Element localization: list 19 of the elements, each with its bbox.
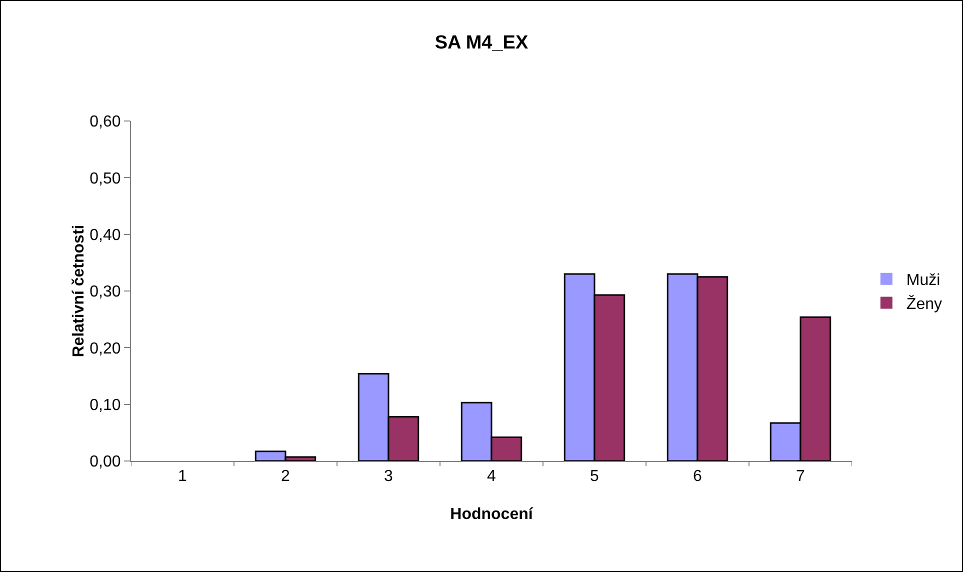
x-tick-label: 7	[796, 468, 806, 486]
x-tick-label: 3	[384, 468, 394, 486]
y-axis-title: Relativní četnosti	[70, 224, 88, 358]
legend-label: Muži	[906, 272, 940, 290]
y-tick-label: 0,00	[90, 454, 121, 471]
y-tick-label: 0,20	[90, 340, 121, 358]
legend-label: Ženy	[906, 294, 942, 313]
y-tick-label: 0,10	[90, 396, 121, 414]
y-tick-label: 0,40	[90, 226, 121, 244]
y-tick-label: 0,60	[90, 114, 121, 131]
x-tick-label: 1	[178, 468, 188, 486]
x-axis-title: Hodnocení	[450, 506, 534, 523]
chart-title: SA M4_EX	[434, 32, 528, 54]
x-tick-label: 6	[693, 468, 702, 486]
x-tick-label: 5	[590, 468, 600, 486]
y-tick-label: 0,30	[90, 284, 121, 301]
x-tick-label: 4	[487, 468, 496, 486]
y-tick-label: 0,50	[90, 170, 121, 188]
x-tick-label: 2	[281, 468, 290, 486]
